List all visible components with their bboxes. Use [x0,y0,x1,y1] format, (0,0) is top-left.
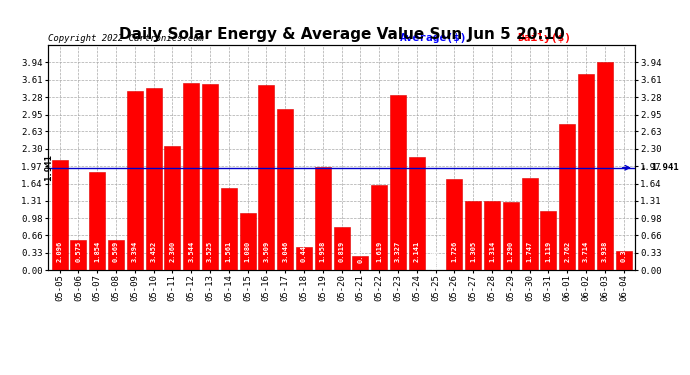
Bar [296,247,312,270]
Bar [239,213,255,270]
Text: Copyright 2022 Cartronics.com: Copyright 2022 Cartronics.com [48,34,204,43]
Bar [202,84,218,270]
Text: Daily($): Daily($) [518,33,571,43]
Bar [183,83,199,270]
Text: 3.452: 3.452 [150,241,157,262]
Text: 1.290: 1.290 [508,241,514,262]
Text: 3.394: 3.394 [132,241,138,262]
Bar [277,110,293,270]
Text: 1.941: 1.941 [43,154,53,181]
Text: 3.544: 3.544 [188,241,194,262]
Text: 2.141: 2.141 [414,241,420,262]
Text: 0.569: 0.569 [113,241,119,262]
Text: 3.046: 3.046 [282,241,288,262]
Text: 1.119: 1.119 [545,241,551,262]
Bar [127,91,143,270]
Text: 0.274: 0.274 [357,242,364,263]
Text: 1.726: 1.726 [451,241,457,262]
Text: 0.360: 0.360 [620,241,627,262]
Bar [258,85,275,270]
Bar [559,124,575,270]
Bar [390,95,406,270]
Text: 3.525: 3.525 [207,241,213,262]
Bar [164,146,180,270]
Bar [615,251,631,270]
Text: 0.000: 0.000 [433,249,439,270]
Text: 1.305: 1.305 [470,241,476,262]
Text: Average($): Average($) [400,33,468,43]
Text: 3.938: 3.938 [602,241,608,262]
Text: 3.509: 3.509 [264,241,269,262]
Bar [315,167,331,270]
Text: 2.360: 2.360 [169,241,175,262]
Text: 0.442: 0.442 [301,241,307,262]
Bar [540,211,556,270]
Text: 3.714: 3.714 [583,241,589,262]
Text: 1.854: 1.854 [94,241,100,262]
Text: 1.561: 1.561 [226,241,232,262]
Text: 1.080: 1.080 [244,241,250,262]
Bar [108,240,124,270]
Bar [465,201,481,270]
Text: 1.747: 1.747 [526,241,533,262]
Bar [578,74,594,270]
Title: Daily Solar Energy & Average Value Sun Jun 5 20:10: Daily Solar Energy & Average Value Sun J… [119,27,564,42]
Bar [333,227,350,270]
Text: 2.096: 2.096 [57,241,63,262]
Bar [503,202,519,270]
Bar [408,157,425,270]
Text: ↓ 1.941: ↓ 1.941 [641,163,678,172]
Text: 2.762: 2.762 [564,241,570,262]
Bar [146,88,161,270]
Bar [446,179,462,270]
Bar [522,178,538,270]
Bar [221,188,237,270]
Bar [484,201,500,270]
Text: 0.575: 0.575 [75,241,81,262]
Text: 1.619: 1.619 [376,241,382,262]
Text: 1.958: 1.958 [319,241,326,262]
Text: 0.819: 0.819 [339,241,344,262]
Bar [70,240,86,270]
Bar [353,255,368,270]
Bar [89,172,105,270]
Bar [371,185,387,270]
Text: 3.327: 3.327 [395,241,401,262]
Bar [52,159,68,270]
Text: 1.314: 1.314 [489,241,495,262]
Bar [597,63,613,270]
